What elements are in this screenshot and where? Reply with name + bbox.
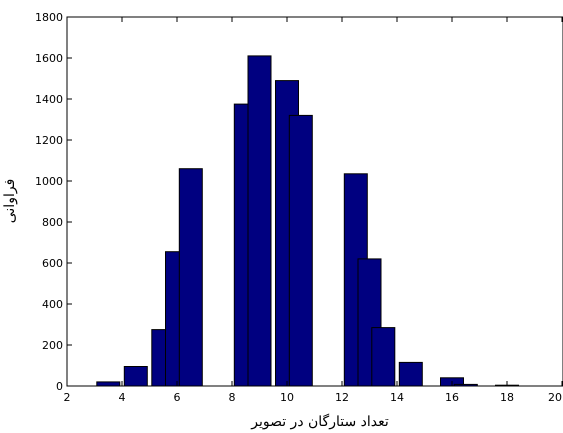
x-axis: 2 4 6 8 10 12 14 16 18 20: [64, 17, 563, 404]
histogram-bar: [123, 366, 148, 387]
y-tick-label: 1600: [35, 52, 63, 65]
x-tick-label: 14: [390, 391, 404, 404]
histogram-bar: [96, 381, 121, 387]
y-tick-label: 1800: [35, 11, 63, 24]
histogram-bar: [288, 114, 313, 387]
y-tick-label: 600: [42, 257, 63, 270]
x-tick-label: 10: [280, 391, 294, 404]
histogram-bar: [178, 168, 203, 387]
plot-area: [66, 16, 563, 387]
y-tick-label: 1000: [35, 175, 63, 188]
y-tick-label: 0: [56, 380, 63, 393]
x-tick-label: 2: [64, 391, 71, 404]
histogram-bar: [398, 361, 423, 387]
y-tick-label: 1400: [35, 93, 63, 106]
x-tick-label: 20: [548, 391, 562, 404]
x-tick-label: 18: [500, 391, 514, 404]
y-tick-label: 800: [42, 216, 63, 229]
y-tick-label: 1200: [35, 134, 63, 147]
x-tick-label: 8: [229, 391, 236, 404]
x-axis-title: تعداد ستارگان در تصویر: [250, 413, 389, 430]
x-tick-label: 16: [445, 391, 459, 404]
y-axis-title: فراوانی: [2, 179, 18, 224]
histogram-bar: [247, 55, 272, 387]
x-tick-label: 4: [119, 391, 126, 404]
y-axis: 0 200 400 600 800 1000 1200 1400 1600 1800: [35, 11, 72, 393]
y-tick-label: 400: [42, 298, 63, 311]
y-tick-label: 200: [42, 339, 63, 352]
histogram-bar: [371, 327, 396, 387]
x-tick-label: 12: [335, 391, 349, 404]
histogram-bar: [453, 383, 478, 387]
x-tick-label: 6: [174, 391, 181, 404]
